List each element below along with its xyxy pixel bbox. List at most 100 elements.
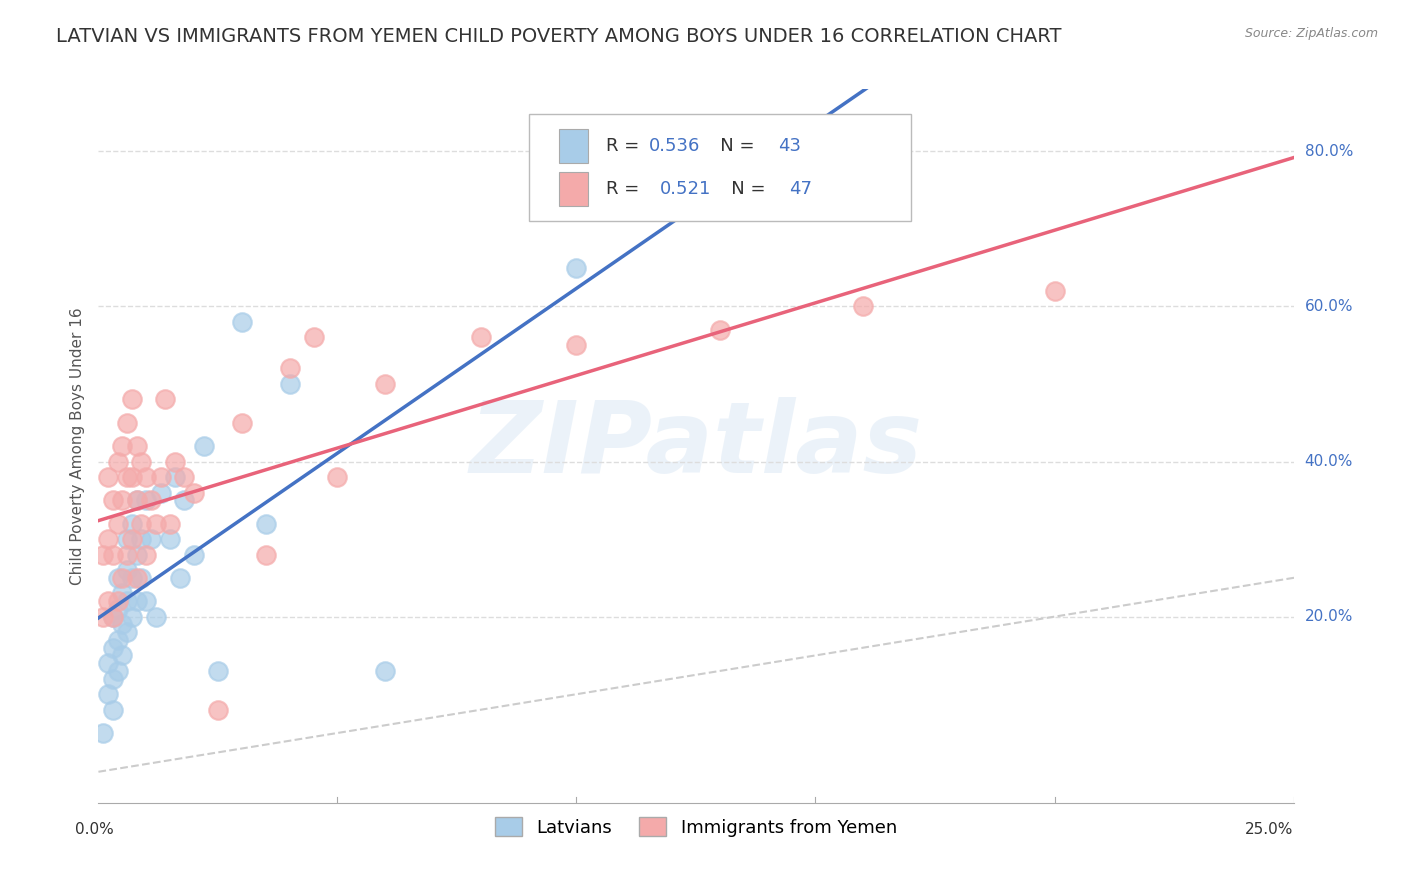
Point	[326, 470, 349, 484]
Point	[115, 548, 138, 562]
Point	[131, 516, 153, 531]
Point	[207, 664, 229, 678]
Point	[374, 664, 396, 678]
Text: 43: 43	[779, 137, 801, 155]
Point	[97, 470, 120, 484]
FancyBboxPatch shape	[558, 172, 589, 206]
Point	[111, 648, 134, 663]
Point	[278, 376, 301, 391]
Point	[183, 548, 205, 562]
Point	[135, 594, 157, 608]
Point	[101, 609, 124, 624]
Point	[97, 656, 120, 670]
Text: 60.0%: 60.0%	[1305, 299, 1353, 314]
Point	[565, 260, 588, 275]
Point	[470, 330, 492, 344]
Point	[163, 454, 186, 468]
Text: 47: 47	[789, 180, 813, 198]
Point	[135, 470, 157, 484]
Point	[183, 485, 205, 500]
Point	[135, 548, 157, 562]
Point	[125, 594, 148, 608]
Point	[155, 392, 177, 407]
Y-axis label: Child Poverty Among Boys Under 16: Child Poverty Among Boys Under 16	[69, 307, 84, 585]
Point	[163, 470, 186, 484]
Point	[111, 586, 134, 600]
Point	[101, 640, 124, 655]
FancyBboxPatch shape	[529, 114, 911, 221]
Text: 80.0%: 80.0%	[1305, 144, 1353, 159]
Text: 0.536: 0.536	[650, 137, 700, 155]
Text: 20.0%: 20.0%	[1305, 609, 1353, 624]
Point	[121, 532, 143, 546]
Point	[139, 532, 162, 546]
Text: 40.0%: 40.0%	[1305, 454, 1353, 469]
Point	[173, 470, 195, 484]
Point	[101, 703, 124, 717]
Text: R =: R =	[606, 180, 651, 198]
Text: R =: R =	[606, 137, 645, 155]
Point	[101, 493, 124, 508]
Text: 0.521: 0.521	[661, 180, 711, 198]
Point	[91, 548, 114, 562]
Point	[101, 609, 124, 624]
Point	[121, 571, 143, 585]
Point	[111, 493, 134, 508]
Point	[149, 485, 172, 500]
Point	[97, 687, 120, 701]
Text: LATVIAN VS IMMIGRANTS FROM YEMEN CHILD POVERTY AMONG BOYS UNDER 16 CORRELATION C: LATVIAN VS IMMIGRANTS FROM YEMEN CHILD P…	[56, 27, 1062, 45]
Point	[111, 439, 134, 453]
Point	[91, 609, 114, 624]
Point	[173, 493, 195, 508]
Point	[107, 571, 129, 585]
Point	[125, 493, 148, 508]
Point	[131, 532, 153, 546]
Text: 25.0%: 25.0%	[1246, 822, 1294, 838]
FancyBboxPatch shape	[558, 129, 589, 163]
Point	[91, 726, 114, 740]
Point	[115, 470, 138, 484]
Text: ZIPatlas: ZIPatlas	[470, 398, 922, 494]
Point	[1043, 284, 1066, 298]
Point	[115, 594, 138, 608]
Point	[115, 532, 138, 546]
Point	[101, 548, 124, 562]
Point	[107, 516, 129, 531]
Text: N =: N =	[703, 137, 761, 155]
Point	[149, 470, 172, 484]
Point	[111, 571, 134, 585]
Point	[107, 632, 129, 647]
Point	[131, 571, 153, 585]
Point	[121, 516, 143, 531]
Point	[111, 617, 134, 632]
Point	[101, 672, 124, 686]
Point	[709, 323, 731, 337]
Point	[121, 392, 143, 407]
Point	[159, 516, 181, 531]
Point	[107, 664, 129, 678]
Point	[107, 602, 129, 616]
Point	[125, 548, 148, 562]
Point	[115, 625, 138, 640]
Point	[135, 493, 157, 508]
Point	[115, 416, 138, 430]
Text: Source: ZipAtlas.com: Source: ZipAtlas.com	[1244, 27, 1378, 40]
Point	[97, 532, 120, 546]
Point	[852, 299, 875, 313]
Point	[145, 609, 167, 624]
Text: N =: N =	[714, 180, 770, 198]
Point	[231, 315, 253, 329]
Point	[231, 416, 253, 430]
Point	[254, 516, 277, 531]
Point	[125, 571, 148, 585]
Point	[278, 361, 301, 376]
Point	[125, 439, 148, 453]
Point	[193, 439, 215, 453]
Point	[115, 563, 138, 577]
Point	[254, 548, 277, 562]
Point	[145, 516, 167, 531]
Point	[207, 703, 229, 717]
Point	[159, 532, 181, 546]
Point	[302, 330, 325, 344]
Point	[565, 338, 588, 352]
